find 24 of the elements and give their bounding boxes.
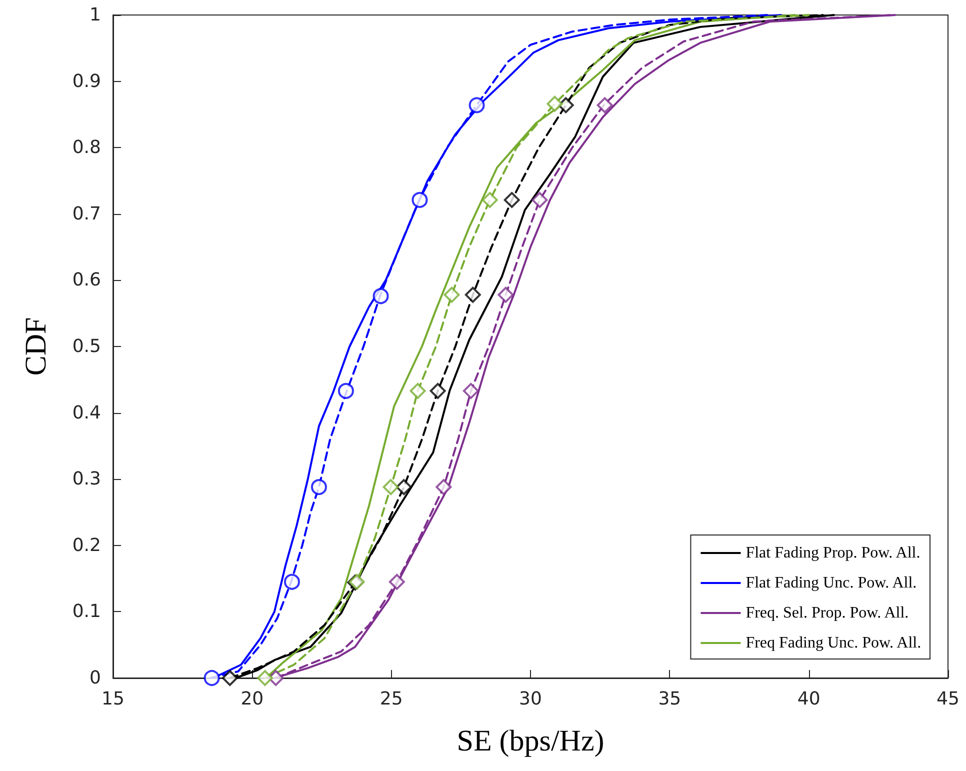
- x-axis-title: SE (bps/Hz): [456, 724, 604, 758]
- x-tick-label: 45: [936, 688, 960, 710]
- y-tick-label: 0.7: [72, 203, 101, 224]
- legend-label: Flat Fading Unc. Pow. All.: [746, 574, 917, 592]
- x-tick-label: 25: [380, 688, 403, 710]
- x-tick-label: 30: [519, 688, 542, 710]
- x-tick-label: 35: [658, 688, 682, 710]
- y-tick-label: 0.6: [72, 270, 101, 291]
- y-tick-label: 0.9: [72, 70, 101, 92]
- x-tick-label: 20: [240, 688, 264, 710]
- x-tick-label: 40: [797, 688, 820, 710]
- y-tick-label: 0.2: [72, 534, 101, 556]
- y-tick-label: 0.8: [72, 137, 101, 158]
- y-tick-label: 0.1: [72, 601, 101, 622]
- y-tick-label: 0.4: [72, 402, 101, 424]
- y-tick-label: 1: [90, 4, 101, 26]
- legend-label: Flat Fading Prop. Pow. All.: [746, 544, 920, 562]
- y-axis-title: CDF: [20, 317, 52, 376]
- y-tick-label: 0.3: [72, 468, 101, 490]
- x-tick-label: 15: [102, 688, 124, 710]
- legend-label: Freq Fading Unc. Pow. All.: [746, 634, 922, 652]
- y-tick-label: 0: [90, 668, 101, 688]
- legend-label: Freq. Sel. Prop. Pow. All.: [746, 604, 909, 622]
- y-tick-label: 0.5: [72, 336, 101, 357]
